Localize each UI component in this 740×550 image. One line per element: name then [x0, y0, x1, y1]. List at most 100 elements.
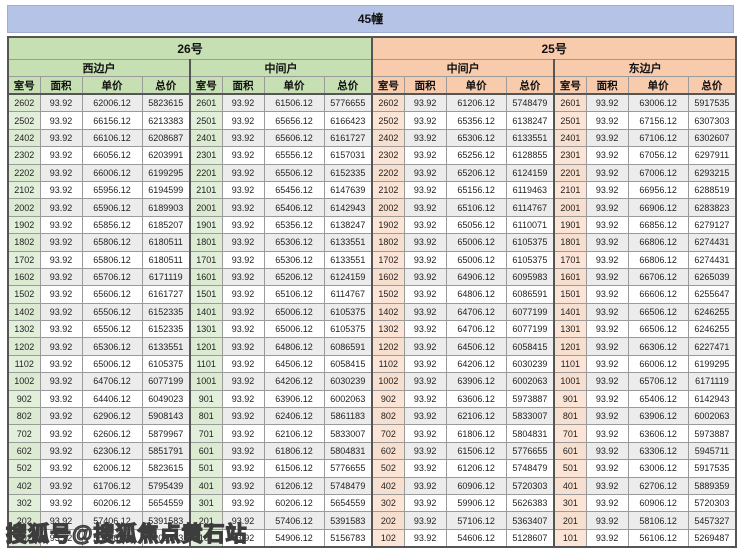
value-cell: 6086591	[323, 337, 373, 356]
value-cell: 61206.12	[445, 93, 507, 113]
value-cell: 93.92	[221, 407, 265, 426]
value-cell: 59906.12	[445, 493, 507, 513]
value-cell: 5861183	[323, 407, 373, 426]
value-cell: 93.92	[39, 267, 83, 287]
value-cell: 65506.12	[81, 320, 143, 339]
value-cell: 66856.12	[627, 215, 689, 235]
room-cell: 801	[553, 407, 587, 426]
room-cell: 1701	[553, 250, 587, 269]
room-cell: 1502	[7, 285, 41, 304]
room-cell: 201	[553, 511, 587, 530]
value-cell: 93.92	[585, 372, 629, 391]
value-cell: 5833007	[505, 407, 555, 426]
value-cell: 6105375	[505, 250, 555, 269]
value-cell: 93.92	[39, 372, 83, 391]
room-cell: 1401	[189, 302, 223, 322]
value-cell: 6133551	[505, 128, 555, 148]
value-cell: 93.92	[403, 111, 447, 130]
room-cell: 502	[371, 459, 405, 478]
unit-header-middle-25: 中间户	[371, 59, 555, 77]
value-cell: 6203991	[141, 146, 191, 165]
room-cell: 302	[371, 493, 405, 513]
value-cell: 6199295	[141, 163, 191, 182]
value-cell: 93.92	[403, 198, 447, 217]
room-cell: 1501	[189, 285, 223, 304]
value-cell: 93.92	[39, 320, 83, 339]
value-cell: 93.92	[221, 180, 265, 200]
value-cell: 61706.12	[81, 476, 143, 495]
value-cell: 65406.12	[263, 198, 325, 217]
value-cell: 62006.12	[81, 93, 143, 113]
value-cell: 61506.12	[445, 441, 507, 461]
value-cell: 93.92	[221, 267, 265, 287]
value-cell: 6274431	[687, 250, 737, 269]
value-cell: 93.92	[221, 198, 265, 217]
value-cell: 93.92	[403, 163, 447, 182]
value-cell: 93.92	[221, 93, 265, 113]
value-cell: 6002063	[505, 372, 555, 391]
value-cell: 66906.12	[627, 198, 689, 217]
room-cell: 301	[189, 493, 223, 513]
value-cell: 57406.12	[81, 511, 143, 530]
value-cell: 93.92	[403, 441, 447, 461]
value-cell: 93.92	[403, 389, 447, 409]
section-header-25: 25号	[371, 36, 737, 60]
value-cell: 66006.12	[627, 354, 689, 374]
room-cell: 902	[7, 389, 41, 409]
room-cell: 2301	[553, 146, 587, 165]
value-cell: 6171119	[141, 267, 191, 287]
value-cell: 65306.12	[81, 337, 143, 356]
room-cell: 2202	[7, 163, 41, 182]
value-cell: 63006.12	[627, 93, 689, 113]
value-cell: 6279127	[687, 215, 737, 235]
value-cell: 5917535	[687, 93, 737, 113]
value-cell: 93.92	[221, 302, 265, 322]
room-cell: 202	[371, 511, 405, 530]
table-row: 202 93.92 57406.12 5391583 201 93.92 57406.12 5…	[7, 511, 737, 530]
room-cell: 102	[371, 528, 405, 548]
value-cell: 93.92	[39, 233, 83, 252]
value-cell: 6142943	[323, 198, 373, 217]
table-row: 502 93.92 62006.12 5823615 501 93.92 61506.12 5…	[7, 459, 737, 478]
room-cell: 202	[7, 511, 41, 530]
value-cell: 5626383	[505, 493, 555, 513]
value-cell: 65556.12	[263, 146, 325, 165]
room-cell: 2601	[553, 93, 587, 113]
table-row: 1802 93.92 65806.12 6180511 1801 93.92 65306.1…	[7, 233, 737, 252]
value-cell: 67056.12	[627, 146, 689, 165]
value-cell: 6161727	[141, 285, 191, 304]
column-header: 室号	[553, 76, 587, 95]
unit-row: 西边户 中间户 中间户 东边户	[7, 59, 737, 77]
room-cell: 2201	[553, 163, 587, 182]
room-cell: 901	[189, 389, 223, 409]
value-cell: 5391583	[323, 511, 373, 530]
room-cell: 2402	[371, 128, 405, 148]
room-cell: 1101	[553, 354, 587, 374]
table-row: 702 93.92 62606.12 5879967 701 93.92 62106.12 5…	[7, 424, 737, 443]
value-cell: 5128607	[505, 528, 555, 548]
value-cell: 93.92	[403, 424, 447, 443]
room-cell: 1301	[553, 320, 587, 339]
value-cell: 67156.12	[627, 111, 689, 130]
value-cell: 6077199	[141, 372, 191, 391]
value-cell: 6152335	[323, 163, 373, 182]
column-header: 总价	[323, 76, 373, 95]
building-title: 45幢	[7, 5, 734, 33]
value-cell: 6194599	[141, 180, 191, 200]
table-row: 1202 93.92 65306.12 6133551 1201 93.92 64806.1…	[7, 337, 737, 356]
value-cell: 6152335	[141, 320, 191, 339]
value-cell: 66956.12	[627, 180, 689, 200]
value-cell: 93.92	[39, 146, 83, 165]
room-cell: 1201	[189, 337, 223, 356]
room-cell: 802	[371, 407, 405, 426]
value-cell: 62406.12	[263, 407, 325, 426]
value-cell: 62606.12	[81, 424, 143, 443]
value-cell: 93.92	[39, 337, 83, 356]
table-row: 1902 93.92 65856.12 6185207 1901 93.92 65356.1…	[7, 215, 737, 235]
room-cell: 1002	[7, 372, 41, 391]
value-cell: 93.92	[403, 215, 447, 235]
value-cell: 54906.12	[263, 528, 325, 548]
value-cell: 6138247	[323, 215, 373, 235]
table-body: 2602 93.92 62006.12 5823615 2601 93.92 61506.1…	[7, 93, 737, 548]
room-cell: 1602	[7, 267, 41, 287]
